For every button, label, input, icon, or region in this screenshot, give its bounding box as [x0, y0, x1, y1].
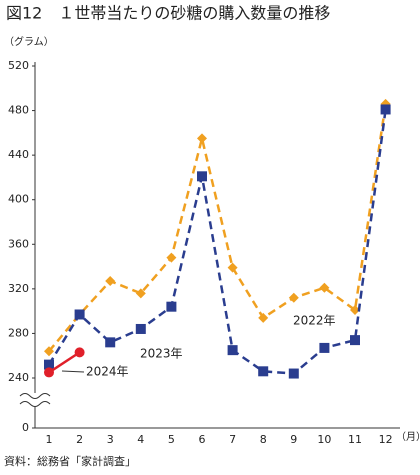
marker [74, 347, 85, 358]
x-tick-label: 5 [168, 433, 175, 446]
series-label: 2024年 [86, 365, 129, 379]
source: 資料：総務省「家計調査」 [4, 454, 136, 468]
y-tick-label: 520 [8, 59, 29, 72]
x-tick-label: 11 [348, 433, 362, 446]
x-tick-label: 12 [379, 433, 393, 446]
marker [288, 368, 299, 379]
series-line [48, 351, 81, 374]
marker [258, 366, 269, 377]
marker [227, 345, 238, 356]
leader [61, 370, 85, 373]
marker [105, 276, 116, 287]
series-line [47, 109, 387, 375]
y-tick-label: 480 [8, 104, 29, 117]
x-tick-label: 3 [107, 433, 114, 446]
marker [380, 104, 391, 115]
marker [350, 335, 360, 346]
marker [288, 292, 299, 303]
marker [135, 323, 146, 334]
x-tick-label: 4 [137, 433, 144, 446]
series-label: 2022年 [293, 314, 336, 328]
y-tick-label: 240 [8, 371, 29, 384]
marker [166, 252, 177, 263]
marker [74, 309, 85, 320]
marker [319, 342, 330, 353]
x-tick-label: 2 [76, 433, 83, 446]
marker [44, 367, 54, 378]
axis-break [19, 393, 51, 399]
x-tick-label: 9 [290, 433, 297, 446]
y-tick-label: 320 [8, 282, 29, 295]
x-tick-label: 1 [46, 433, 53, 446]
x-axis-label: （月） [396, 431, 420, 443]
marker [227, 262, 238, 273]
marker [350, 305, 360, 316]
marker [105, 337, 116, 348]
y-axis-label: （グラム） [4, 35, 54, 48]
y-tick-label: 280 [8, 326, 29, 339]
y-tick-label: 360 [8, 237, 29, 250]
marker [44, 346, 54, 357]
marker [166, 301, 177, 312]
series-label: 2023年 [140, 347, 183, 361]
y-tick-label: 0 [22, 421, 29, 434]
marker [44, 359, 54, 370]
y-tick-label: 440 [8, 148, 29, 161]
marker [319, 282, 330, 293]
y-tick-label: 400 [8, 193, 29, 206]
x-tick-label: 10 [317, 433, 331, 446]
x-tick-label: 8 [260, 433, 267, 446]
marker [197, 133, 207, 144]
chart-title: 図12 １世帯当たりの砂糖の購入数量の推移 [6, 4, 330, 23]
axis-break [19, 401, 51, 407]
marker [135, 288, 146, 299]
marker [197, 171, 207, 182]
x-tick-label: 6 [199, 433, 206, 446]
x-tick-label: 7 [229, 433, 236, 446]
series-line [48, 103, 387, 353]
marker [258, 312, 269, 323]
